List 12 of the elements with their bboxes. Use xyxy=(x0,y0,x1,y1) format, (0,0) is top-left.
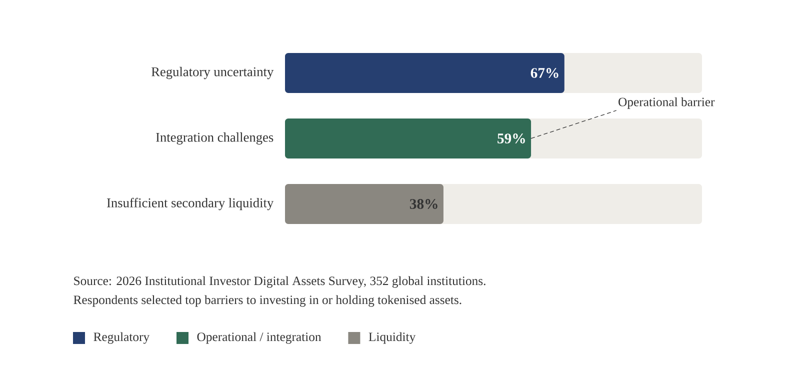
legend-label: Operational / integration xyxy=(197,332,322,344)
legend-label: Liquidity xyxy=(368,332,416,344)
data-label: 59% xyxy=(498,134,525,144)
annotation: Operational barrier xyxy=(618,97,715,109)
text: Respondents selected top barriers to investing in or holding tokenised assets. xyxy=(74,295,462,307)
y-tick-label: Integration challenges xyxy=(156,132,274,145)
data-label: 38% xyxy=(410,199,438,209)
y-tick-label: Regulatory uncertainty xyxy=(151,66,274,80)
data-label: 67% xyxy=(530,68,558,78)
legend-label: Regulatory xyxy=(94,332,150,344)
source-note: Source: 2026 Institutional Investor Digital Assets Survey, 352 global institutions. xyxy=(74,276,486,288)
y-tick-label: Insufficient secondary liquidity xyxy=(106,198,274,210)
